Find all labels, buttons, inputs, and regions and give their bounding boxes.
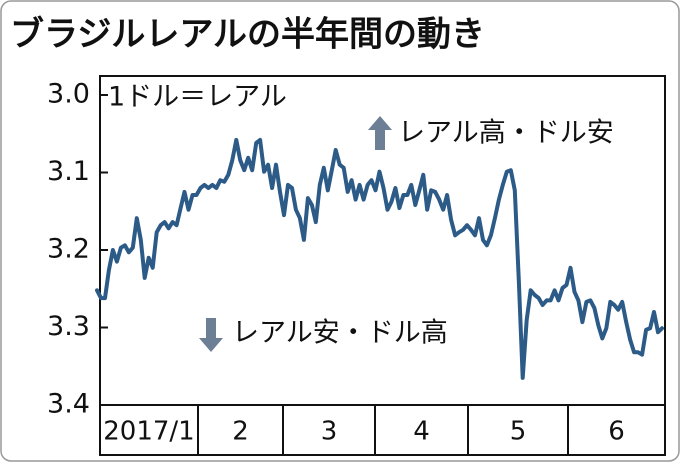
x-tick-label: 3 — [321, 417, 338, 447]
y-tick-label: 3.2 — [47, 234, 90, 265]
data-line — [95, 137, 664, 380]
y-tick-label: 3.0 — [47, 79, 90, 110]
x-tick-label: 6 — [608, 417, 625, 447]
y-tick-label: 3.4 — [47, 389, 90, 420]
y-tick-label: 3.3 — [47, 311, 90, 342]
x-tick-label: 5 — [510, 417, 527, 447]
x-tick-label: 2 — [232, 417, 249, 447]
chart-title: ブラジルレアルの半年間の動き — [10, 15, 485, 55]
y-tick-label: 3.1 — [47, 156, 90, 187]
plot-frame — [99, 75, 666, 456]
annotation: レアル安・ドル高 — [232, 318, 448, 349]
x-tick-label: 4 — [413, 417, 430, 447]
annotation: レアル高・ドル安 — [398, 118, 614, 149]
unit-note: 1ドル＝レアル — [108, 82, 287, 113]
up-arrow — [368, 116, 392, 150]
down-arrow — [199, 318, 223, 352]
x-tick-label: 2017/1 — [103, 417, 194, 447]
